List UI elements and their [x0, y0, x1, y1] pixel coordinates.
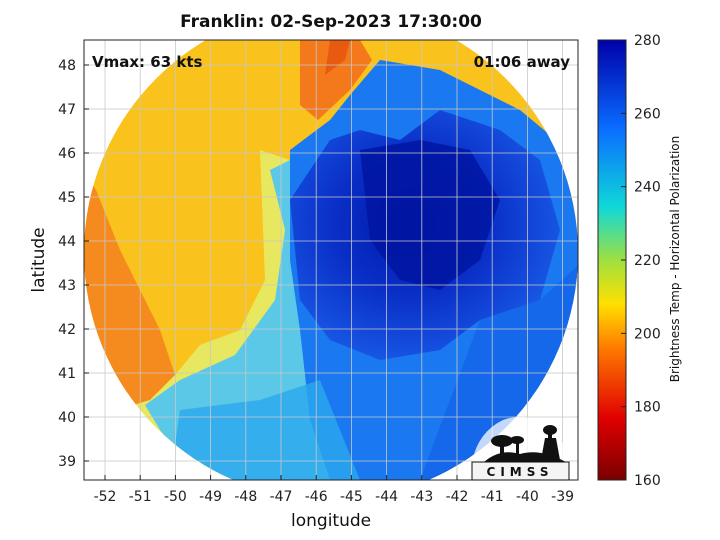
- colorbar-ticks: 160 180 200 220 240 260 280: [621, 33, 661, 489]
- y-axis-label: latitude: [29, 227, 49, 293]
- map-grid: [84, 40, 578, 480]
- axes-frame: [83, 39, 579, 481]
- y-tick-label: 47: [58, 102, 76, 118]
- colorbar-tick-label: 260: [634, 106, 661, 122]
- x-tick-label: -42: [446, 489, 469, 505]
- time-away-annotation: 01:06 away: [473, 53, 570, 71]
- x-tick-label: -49: [199, 489, 222, 505]
- y-tick-label: 40: [58, 410, 76, 426]
- x-tick-label: -43: [410, 489, 433, 505]
- y-tick-label: 39: [58, 454, 76, 470]
- y-tick-label: 43: [58, 278, 76, 294]
- colorbar-tick-label: 240: [634, 180, 661, 196]
- x-tick-label: -52: [94, 489, 117, 505]
- colorbar-tick-label: 160: [634, 473, 661, 489]
- y-tick-label: 42: [58, 322, 76, 338]
- y-tick-label: 44: [58, 234, 76, 250]
- x-tick-label: -45: [340, 489, 363, 505]
- colorbar-tick-label: 200: [634, 326, 661, 342]
- x-tick-label: -46: [305, 489, 328, 505]
- x-tick-label: -44: [375, 489, 398, 505]
- y-tick-label: 46: [58, 146, 76, 162]
- cimss-logo-text: CIMSS: [487, 465, 554, 479]
- vmax-annotation: Vmax: 63 kts: [92, 53, 203, 71]
- y-tick-label: 41: [58, 366, 76, 382]
- x-tick-label: -39: [551, 489, 574, 505]
- x-tick-label: -50: [164, 489, 187, 505]
- colorbar-label: Brightness Temp - Horizontal Polarizatio…: [668, 135, 682, 383]
- x-tick-label: -48: [234, 489, 257, 505]
- x-tick-label: -47: [270, 489, 293, 505]
- y-tick-label: 45: [58, 190, 76, 206]
- colorbar-tick-label: 280: [634, 33, 661, 49]
- cimss-logo: CIMSS: [471, 416, 570, 481]
- x-tick-label: -51: [129, 489, 152, 505]
- colorbar-tick-label: 180: [634, 400, 661, 416]
- y-tick-label: 48: [58, 58, 76, 74]
- x-tick-label: -40: [516, 489, 539, 505]
- colorbar-tick-label: 220: [634, 253, 661, 269]
- chart-title: Franklin: 02-Sep-2023 17:30:00: [180, 12, 482, 32]
- x-axis-ticks: -52 -51 -50 -49 -48 -47 -46 -45 -44 -43 -42 -41 -40-…: [94, 475, 574, 505]
- y-axis-ticks: 39 40 41 42 43 44 45 46 47 48: [58, 58, 89, 470]
- x-axis-label: longitude: [291, 511, 372, 531]
- x-tick-label: -41: [481, 489, 504, 505]
